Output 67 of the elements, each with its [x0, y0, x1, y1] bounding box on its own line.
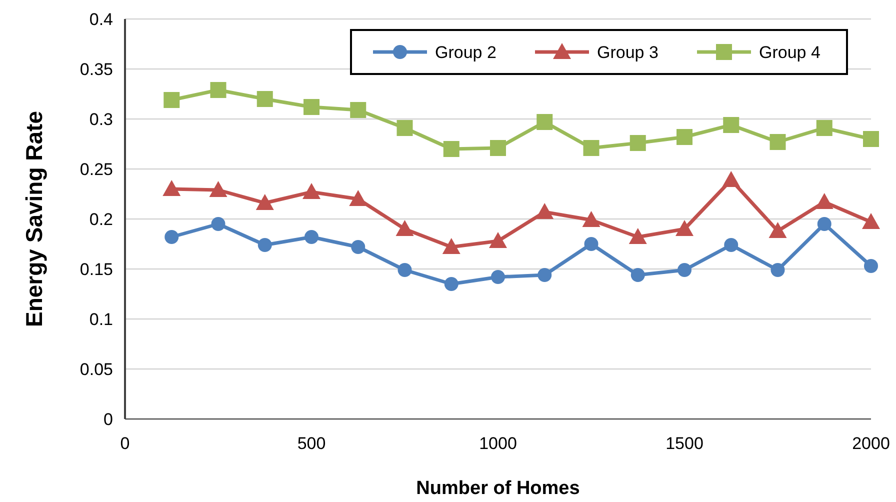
point: [398, 263, 412, 277]
point: [582, 211, 600, 227]
point: [442, 238, 460, 254]
point: [678, 263, 692, 277]
point: [676, 220, 694, 236]
point: [349, 190, 368, 206]
point: [350, 102, 366, 118]
point: [723, 117, 740, 133]
point: [164, 92, 180, 108]
y-tick-label: 0.25: [80, 160, 113, 179]
point: [724, 238, 738, 252]
x-tick-label: 500: [297, 434, 326, 453]
y-tick-label: 0.1: [89, 310, 113, 329]
point: [304, 99, 320, 115]
y-tick-label: 0.2: [89, 210, 113, 229]
point: [256, 91, 273, 107]
point: [770, 134, 786, 150]
point: [722, 171, 740, 187]
y-tick-label: 0.05: [80, 360, 113, 379]
point: [256, 194, 274, 210]
legend-label: Group 4: [759, 42, 820, 62]
point: [304, 230, 318, 244]
point: [443, 141, 460, 157]
point: [209, 181, 228, 197]
point: [815, 193, 834, 209]
point: [770, 263, 785, 277]
x-tick-label: 1500: [666, 434, 704, 453]
point: [584, 237, 598, 251]
point: [210, 82, 226, 98]
x-axis-title: Number of Homes: [416, 478, 580, 499]
point: [491, 270, 505, 284]
legend-label: Group 3: [597, 42, 658, 62]
point: [863, 131, 879, 147]
point: [864, 259, 878, 273]
legend-label: Group 2: [435, 42, 496, 62]
point: [862, 213, 880, 229]
point: [162, 180, 181, 196]
point: [351, 240, 366, 254]
y-axis-title: Energy Saving Rate: [21, 110, 47, 328]
point: [817, 217, 832, 231]
point: [583, 140, 600, 156]
point: [211, 217, 226, 231]
point: [630, 268, 645, 282]
point: [164, 230, 179, 244]
x-tick-label: 1000: [479, 434, 517, 453]
point: [816, 120, 832, 136]
point: [536, 114, 553, 130]
point: [630, 135, 646, 151]
point: [396, 220, 414, 236]
y-tick-label: 0.35: [80, 60, 113, 79]
point: [302, 183, 320, 199]
point: [676, 129, 692, 145]
point: [538, 268, 552, 282]
point: [768, 222, 787, 238]
y-tick-label: 0.15: [80, 260, 113, 279]
point: [489, 232, 507, 248]
point: [628, 228, 647, 244]
point: [444, 277, 458, 291]
point: [536, 203, 554, 219]
y-tick-label: 0.4: [89, 10, 113, 29]
point: [258, 238, 272, 252]
point: [490, 140, 506, 156]
point: [396, 120, 413, 136]
x-tick-label: 0: [120, 434, 130, 453]
x-tick-label: 2000: [852, 434, 890, 453]
y-tick-label: 0.3: [89, 110, 113, 129]
y-tick-label: 0: [104, 410, 113, 429]
